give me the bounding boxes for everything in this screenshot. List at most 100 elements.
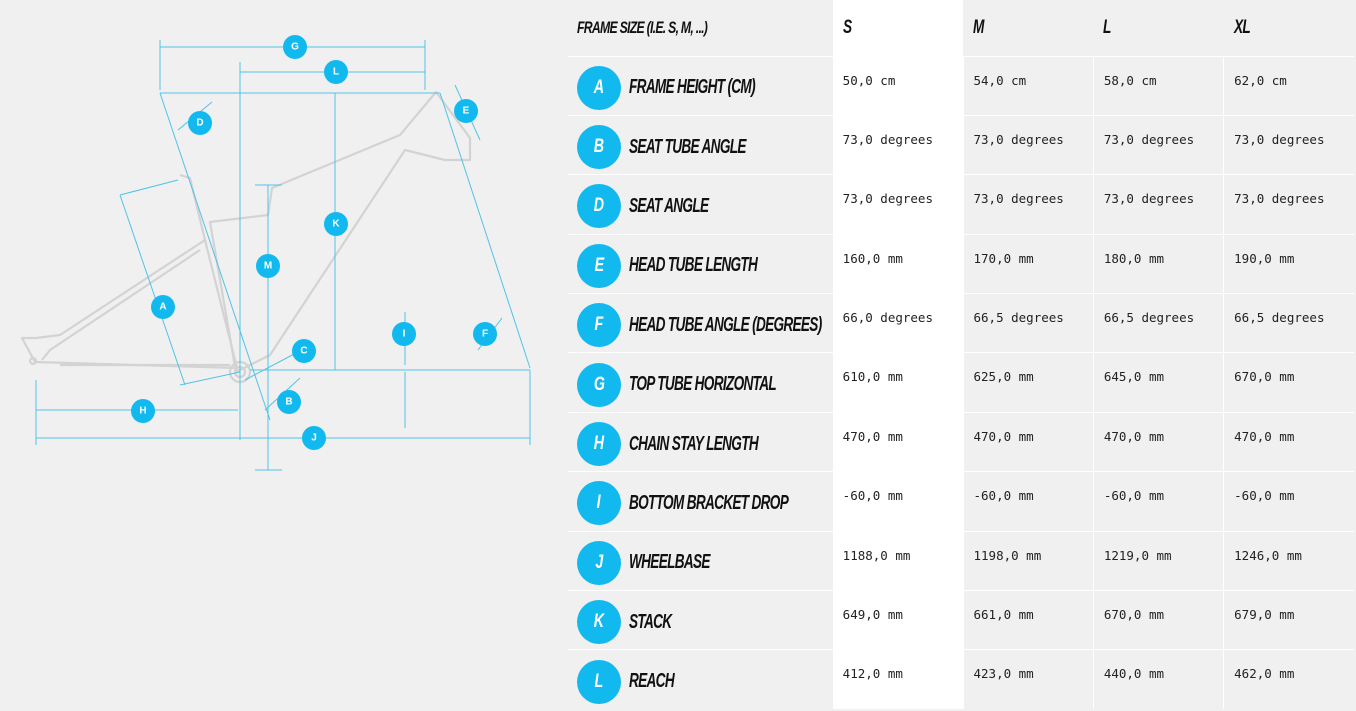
row-label-wrap: D SEAT ANGLE <box>577 180 833 229</box>
table-row: H CHAIN STAY LENGTH 470,0 mm 470,0 mm 470,0 … <box>568 412 1354 472</box>
svg-text:L: L <box>333 67 339 78</box>
geometry-table-body: A FRAME HEIGHT (CM) 50,0 cm 54,0 cm 58,0 cm 6… <box>568 56 1354 710</box>
dimension-key-badge: G <box>577 362 621 407</box>
measurement-name: SEAT ANGLE <box>629 194 709 217</box>
row-label-wrap: A FRAME HEIGHT (CM) <box>577 62 833 110</box>
measurement-name: CHAIN STAY LENGTH <box>629 432 759 455</box>
size-header-xl: XL <box>1223 0 1354 56</box>
dimension-badge-f: F <box>473 322 497 346</box>
measurement-name: BOTTOM BRACKET DROP <box>629 491 789 514</box>
svg-text:M: M <box>264 261 272 272</box>
dimension-badge-c: C <box>292 339 316 363</box>
svg-text:K: K <box>332 219 340 230</box>
dimension-key-letter: B <box>593 136 605 158</box>
dimension-key-letter: G <box>593 373 605 395</box>
value-cell-s: 66,0 degrees <box>832 293 963 353</box>
table-row: F HEAD TUBE ANGLE (DEGREES) 66,0 degrees 66… <box>568 293 1354 353</box>
value-cell-xl: 1246,0 mm <box>1223 531 1354 591</box>
table-row: G TOP TUBE HORIZONTAL 610,0 mm 625,0 mm 645,… <box>568 352 1354 413</box>
dimension-badge-b: B <box>277 390 301 414</box>
table-row: L REACH 412,0 mm 423,0 mm 440,0 mm 462,0 mm <box>568 649 1354 710</box>
value-cell-l: 73,0 degrees <box>1092 115 1224 175</box>
svg-text:E: E <box>463 106 470 117</box>
size-header-l: L <box>1093 0 1224 56</box>
dimension-key-badge: F <box>577 303 621 348</box>
row-label-cell: B SEAT TUBE ANGLE <box>568 115 833 175</box>
dimension-badge-j: J <box>302 426 326 450</box>
value-cell-l: -60,0 mm <box>1092 471 1224 532</box>
table-header-row: FRAME SIZE (I.E. S, M, ...) S M L XL <box>568 0 1354 56</box>
value-cell-xl: 73,0 degrees <box>1223 115 1354 175</box>
value-cell-l: 73,0 degrees <box>1092 174 1224 235</box>
value-cell-s: 73,0 degrees <box>832 115 963 175</box>
dimension-key-letter: E <box>594 254 604 276</box>
value-cell-m: -60,0 mm <box>962 471 1094 532</box>
value-cell-l: 1219,0 mm <box>1092 531 1224 591</box>
dimension-badge-d: D <box>188 111 212 135</box>
dimension-badge-a: A <box>151 295 175 319</box>
value-cell-l: 58,0 cm <box>1092 56 1224 116</box>
value-cell-s: 649,0 mm <box>832 590 963 650</box>
dimension-badge-m: M <box>256 254 280 278</box>
row-label-wrap: G TOP TUBE HORIZONTAL <box>577 359 833 407</box>
svg-text:B: B <box>285 397 292 408</box>
value-cell-l: 670,0 mm <box>1092 590 1224 650</box>
value-cell-m: 1198,0 mm <box>962 531 1094 591</box>
row-label-wrap: E HEAD TUBE LENGTH <box>577 240 833 288</box>
value-cell-l: 440,0 mm <box>1092 649 1224 710</box>
frame-geometry-diagram: G L D E K M A I F C B H J <box>0 0 560 711</box>
table-row: B SEAT TUBE ANGLE 73,0 degrees 73,0 degrees… <box>568 115 1354 175</box>
value-cell-xl: 670,0 mm <box>1223 352 1354 413</box>
table-row: E HEAD TUBE LENGTH 160,0 mm 170,0 mm 180,0 m… <box>568 234 1354 294</box>
row-label-wrap: H CHAIN STAY LENGTH <box>577 418 833 467</box>
frame-size-header: FRAME SIZE (I.E. S, M, ...) <box>568 0 833 56</box>
dimension-badge-g: G <box>283 35 307 59</box>
svg-text:I: I <box>403 329 406 340</box>
dimension-key-badge: K <box>577 600 621 645</box>
value-cell-l: 180,0 mm <box>1092 234 1224 294</box>
dimension-key-badge: B <box>577 125 621 170</box>
value-cell-s: 412,0 mm <box>832 649 963 710</box>
table-row: A FRAME HEIGHT (CM) 50,0 cm 54,0 cm 58,0 cm 6… <box>568 56 1354 116</box>
row-label-cell: K STACK <box>568 590 833 650</box>
value-cell-xl: 470,0 mm <box>1223 412 1354 472</box>
measurement-name: HEAD TUBE LENGTH <box>629 254 758 277</box>
dimension-key-badge: H <box>577 422 621 467</box>
value-cell-s: 160,0 mm <box>832 234 963 294</box>
dimension-key-badge: E <box>577 243 621 288</box>
value-cell-m: 54,0 cm <box>962 56 1094 116</box>
value-cell-xl: 73,0 degrees <box>1223 174 1354 235</box>
svg-text:H: H <box>139 406 146 417</box>
svg-text:J: J <box>311 433 317 444</box>
table-row: I BOTTOM BRACKET DROP -60,0 mm -60,0 mm -60,… <box>568 471 1354 532</box>
dimension-key-letter: A <box>593 76 605 98</box>
table-row: K STACK 649,0 mm 661,0 mm 670,0 mm 679,0 mm <box>568 590 1354 650</box>
measurement-name: WHEELBASE <box>629 551 710 574</box>
value-cell-s: 610,0 mm <box>832 352 963 413</box>
value-cell-m: 470,0 mm <box>962 412 1094 472</box>
value-cell-m: 423,0 mm <box>962 649 1094 710</box>
value-cell-m: 66,5 degrees <box>962 293 1094 353</box>
value-cell-m: 170,0 mm <box>962 234 1094 294</box>
measurement-name: REACH <box>629 670 675 693</box>
svg-text:F: F <box>482 329 488 340</box>
value-cell-m: 625,0 mm <box>962 352 1094 413</box>
svg-text:D: D <box>196 118 203 129</box>
row-label-cell: G TOP TUBE HORIZONTAL <box>568 352 833 413</box>
dimension-badge-h: H <box>131 399 155 423</box>
dimension-key-letter: D <box>593 195 605 217</box>
dimension-key-letter: F <box>594 314 604 336</box>
value-cell-xl: 462,0 mm <box>1223 649 1354 710</box>
row-label-cell: H CHAIN STAY LENGTH <box>568 412 833 472</box>
dimension-key-letter: K <box>593 611 605 633</box>
value-cell-l: 470,0 mm <box>1092 412 1224 472</box>
row-label-cell: E HEAD TUBE LENGTH <box>568 234 833 294</box>
geometry-table: FRAME SIZE (I.E. S, M, ...) S M L XL A FR… <box>568 0 1354 710</box>
dimension-badge-k: K <box>324 212 348 236</box>
row-label-cell: I BOTTOM BRACKET DROP <box>568 471 833 532</box>
frame-diagram-svg: G L D E K M A I F C B H J <box>20 35 531 471</box>
value-cell-xl: -60,0 mm <box>1223 471 1354 532</box>
row-label-wrap: L REACH <box>577 656 833 704</box>
value-cell-s: 1188,0 mm <box>832 531 963 591</box>
measurement-name: STACK <box>629 610 672 633</box>
